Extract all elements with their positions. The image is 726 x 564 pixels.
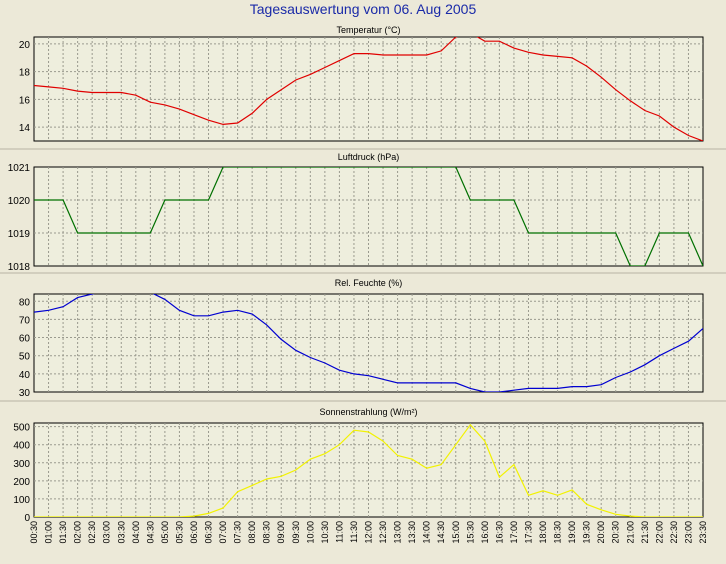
x-tick-label: 17:30 xyxy=(523,521,533,544)
x-tick-label: 09:30 xyxy=(291,521,301,544)
y-tick-label: 18 xyxy=(19,68,31,79)
y-tick-label: 60 xyxy=(19,334,31,345)
x-tick-label: 15:30 xyxy=(465,521,475,544)
x-tick-label: 10:30 xyxy=(320,521,330,544)
series-line-2 xyxy=(34,167,703,266)
x-tick-label: 11:30 xyxy=(349,521,359,543)
x-tick-label: 12:30 xyxy=(378,521,388,544)
panel-title-1: Temperatur (°C) xyxy=(336,25,400,35)
x-tick-label: 01:30 xyxy=(58,521,68,544)
y-tick-label: 1021 xyxy=(8,163,31,174)
x-tick-label: 21:30 xyxy=(640,521,650,544)
x-tick-label: 23:30 xyxy=(698,521,708,544)
x-tick-label: 16:30 xyxy=(494,521,504,544)
y-tick-label: 80 xyxy=(19,297,31,308)
x-tick-label: 19:30 xyxy=(582,521,592,544)
x-tick-label: 08:30 xyxy=(262,521,272,544)
x-tick-label: 09:00 xyxy=(276,521,286,544)
x-tick-label: 04:00 xyxy=(131,521,141,544)
panel-title-3: Rel. Feuchte (%) xyxy=(335,278,403,288)
plot-area-4 xyxy=(33,422,704,518)
y-tick-label: 70 xyxy=(19,315,31,326)
x-tick-label: 18:00 xyxy=(538,521,548,544)
x-tick-label: 05:00 xyxy=(160,521,170,544)
series-line-1 xyxy=(34,37,703,141)
x-tick-label: 00:30 xyxy=(29,521,39,544)
page-title: Tagesauswertung vom 06. Aug 2005 xyxy=(249,1,477,17)
x-tick-label: 04:30 xyxy=(145,521,155,544)
x-tick-label: 06:00 xyxy=(189,521,199,544)
panel-title-2: Luftdruck (hPa) xyxy=(338,152,400,162)
y-tick-label: 400 xyxy=(13,441,30,452)
x-tick-label: 22:00 xyxy=(654,521,664,544)
x-tick-label: 17:00 xyxy=(509,521,519,544)
y-tick-label: 1019 xyxy=(8,229,31,240)
y-tick-label: 100 xyxy=(13,495,30,506)
x-tick-label: 23:00 xyxy=(683,521,693,544)
x-tick-label: 03:00 xyxy=(102,521,112,544)
x-tick-label: 13:30 xyxy=(407,521,417,544)
x-tick-label: 16:00 xyxy=(480,521,490,544)
x-tick-label: 02:30 xyxy=(87,521,97,544)
x-tick-label: 21:00 xyxy=(625,521,635,544)
y-tick-label: 20 xyxy=(19,40,31,51)
x-tick-label: 11:00 xyxy=(334,521,344,543)
x-tick-label: 07:00 xyxy=(218,521,228,544)
x-tick-label: 02:00 xyxy=(73,521,83,544)
x-tick-label: 18:30 xyxy=(553,521,563,544)
y-tick-label: 500 xyxy=(13,423,30,434)
y-tick-label: 14 xyxy=(19,123,31,134)
y-tick-label: 1018 xyxy=(8,262,31,273)
x-tick-label: 19:00 xyxy=(567,521,577,544)
x-tick-label: 03:30 xyxy=(116,521,126,544)
y-tick-label: 16 xyxy=(19,95,31,106)
series-line-4 xyxy=(34,423,703,517)
x-tick-label: 13:00 xyxy=(393,521,403,544)
x-tick-label: 05:30 xyxy=(174,521,184,544)
panel-title-4: Sonnenstrahlung (W/m²) xyxy=(319,407,417,417)
x-tick-label: 06:30 xyxy=(204,521,214,544)
x-tick-label: 14:00 xyxy=(422,521,432,544)
x-tick-label: 12:00 xyxy=(364,521,374,544)
x-tick-label: 10:00 xyxy=(305,521,315,544)
y-tick-label: 40 xyxy=(19,370,31,381)
x-tick-label: 01:00 xyxy=(44,521,54,544)
y-tick-label: 300 xyxy=(13,459,30,470)
y-tick-label: 200 xyxy=(13,477,30,488)
x-tick-label: 08:00 xyxy=(247,521,257,544)
y-tick-label: 50 xyxy=(19,352,31,363)
x-tick-label: 15:00 xyxy=(451,521,461,544)
x-tick-label: 07:30 xyxy=(233,521,243,544)
x-tick-label: 22:30 xyxy=(669,521,679,544)
x-tick-label: 14:30 xyxy=(436,521,446,544)
series-line-3 xyxy=(34,294,703,392)
x-tick-label: 20:30 xyxy=(611,521,621,544)
y-tick-label: 30 xyxy=(19,388,31,399)
x-tick-label: 20:00 xyxy=(596,521,606,544)
y-tick-label: 1020 xyxy=(8,196,31,207)
y-tick-label: 0 xyxy=(24,513,30,524)
